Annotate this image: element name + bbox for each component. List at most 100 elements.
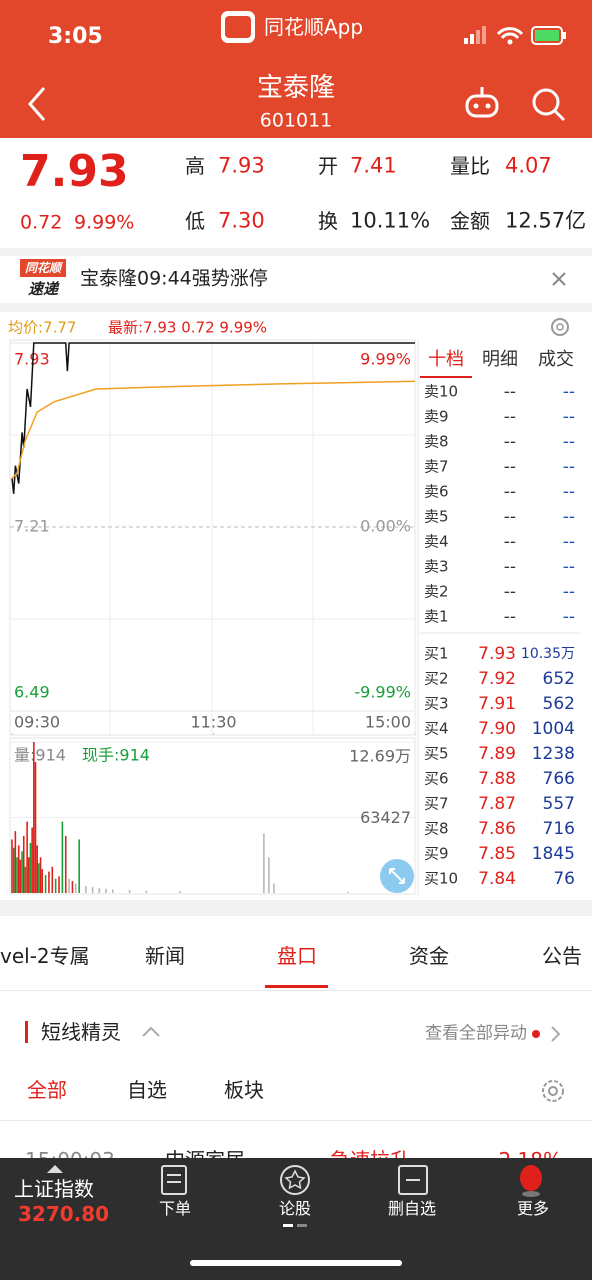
collapse-icon[interactable] [140, 1024, 162, 1040]
book-label: 买7 [424, 795, 449, 813]
volume-bar [29, 843, 32, 893]
book-label: 卖2 [424, 583, 449, 601]
volume-bar [85, 885, 87, 893]
book-tab[interactable]: 十档 [428, 349, 464, 370]
book-price: 7.90 [478, 719, 516, 739]
volume-bar [91, 887, 94, 893]
book-label: 买2 [424, 670, 449, 688]
book-volume: 1004 [532, 719, 575, 739]
tab-underline [265, 985, 328, 988]
volume-bar [51, 866, 54, 893]
tab[interactable]: 公告 [542, 944, 582, 968]
back-button[interactable] [24, 84, 54, 124]
y2-tick-label: 0.00% [360, 517, 411, 536]
book-label: 卖9 [424, 408, 449, 426]
book-volume: 557 [543, 794, 575, 814]
quote-value: 10.11% [350, 208, 431, 233]
volume-bar [347, 891, 349, 893]
volume-bar [33, 742, 35, 893]
book-volume: 1845 [532, 844, 575, 864]
hand-label: 现手:914 [82, 746, 150, 765]
header: 3:05 同花顺App 宝泰隆 601011 [0, 0, 592, 138]
book-volume: 1238 [532, 744, 575, 764]
volume-bar [111, 889, 114, 893]
book-volume: 562 [543, 694, 575, 714]
book-volume: -- [563, 507, 575, 527]
filter[interactable]: 自选 [127, 1078, 167, 1102]
divider [0, 990, 592, 991]
tab[interactable]: 新闻 [145, 944, 185, 968]
volume-label: 量:914 [14, 746, 66, 765]
book-label: 买10 [424, 870, 458, 888]
book-volume: -- [563, 557, 575, 577]
nav-item[interactable]: 下单 [158, 1199, 192, 1218]
book-label: 卖4 [424, 533, 449, 551]
index-arrow [47, 1165, 63, 1173]
quote-value: 7.41 [350, 153, 397, 178]
tab[interactable]: 资金 [409, 944, 449, 968]
tab[interactable]: 盘口 [277, 944, 317, 968]
book-volume: -- [563, 482, 575, 502]
book-volume: 76 [553, 869, 575, 889]
search-button[interactable] [530, 86, 570, 126]
filter[interactable]: 板块 [224, 1078, 264, 1102]
volume-bar [71, 881, 74, 893]
status-time: 3:05 [48, 24, 103, 49]
volume-bar [22, 835, 25, 893]
book-price: -- [504, 457, 516, 477]
volume-bar [145, 890, 148, 893]
book-tab[interactable]: 明细 [482, 349, 518, 370]
volume-bar [19, 859, 22, 893]
book-price: -- [504, 532, 516, 552]
quote-value: 7.93 [218, 153, 265, 178]
book-volume: -- [563, 432, 575, 452]
news-text[interactable]: 宝泰隆09:44强势涨停 [80, 267, 268, 290]
volume-bar [64, 835, 67, 893]
robot-button[interactable] [462, 84, 502, 124]
book-volume: 766 [543, 769, 575, 789]
y-tick-label: 6.49 [14, 683, 50, 702]
book-volume: -- [563, 382, 575, 402]
settings-icon[interactable] [551, 318, 569, 336]
filter-settings[interactable] [538, 1076, 568, 1106]
volume-tick-label: 12.69万 [349, 747, 411, 766]
volume-bar [27, 857, 30, 893]
quote-label: 低 [185, 209, 205, 233]
volume-bar [14, 831, 17, 893]
x-tick-label: 11:30 [190, 713, 236, 732]
book-tab[interactable]: 成交 [538, 349, 574, 370]
volume-bar [78, 839, 80, 893]
nav-item[interactable]: 更多 [516, 1199, 550, 1218]
section-title: 短线精灵 [41, 1020, 121, 1044]
book-price: 7.84 [478, 869, 516, 889]
news-badge: 同花顺 速递 [20, 259, 66, 299]
y2-tick-label: -9.99% [354, 683, 411, 702]
price: 7.93 [20, 146, 129, 197]
bottom-nav: 上证指数 3270.80 下单 论股 删自选 更多 [0, 1158, 592, 1280]
volume-bar [268, 857, 270, 893]
nav-item[interactable]: 删自选 [387, 1199, 437, 1218]
index-name[interactable]: 上证指数 [14, 1177, 94, 1201]
avg-label: 均价:7.77 [8, 319, 76, 337]
x-tick-label: 09:30 [14, 713, 60, 732]
close-button[interactable] [550, 270, 568, 288]
book-volume: -- [563, 532, 575, 552]
volume-tick-label: 63427 [360, 808, 411, 827]
book-label: 卖3 [424, 558, 449, 576]
section-more[interactable]: 查看全部异动 [425, 1023, 527, 1044]
book-label: 买3 [424, 695, 449, 713]
book-price: 7.86 [478, 819, 516, 839]
volume-bar [17, 845, 20, 893]
book-price: 7.91 [478, 694, 516, 714]
change-pct: 9.99% [74, 211, 135, 234]
book-volume: 652 [543, 669, 575, 689]
price-line [11, 380, 416, 479]
book-price: 7.93 [478, 644, 516, 664]
latest-label: 最新:7.93 0.72 9.99% [108, 319, 267, 337]
nav-item[interactable]: 论股 [278, 1199, 312, 1218]
volume-bar [54, 878, 57, 893]
tab[interactable]: vel-2专属 [0, 944, 90, 968]
divider [0, 1120, 592, 1121]
filter[interactable]: 全部 [27, 1078, 67, 1102]
